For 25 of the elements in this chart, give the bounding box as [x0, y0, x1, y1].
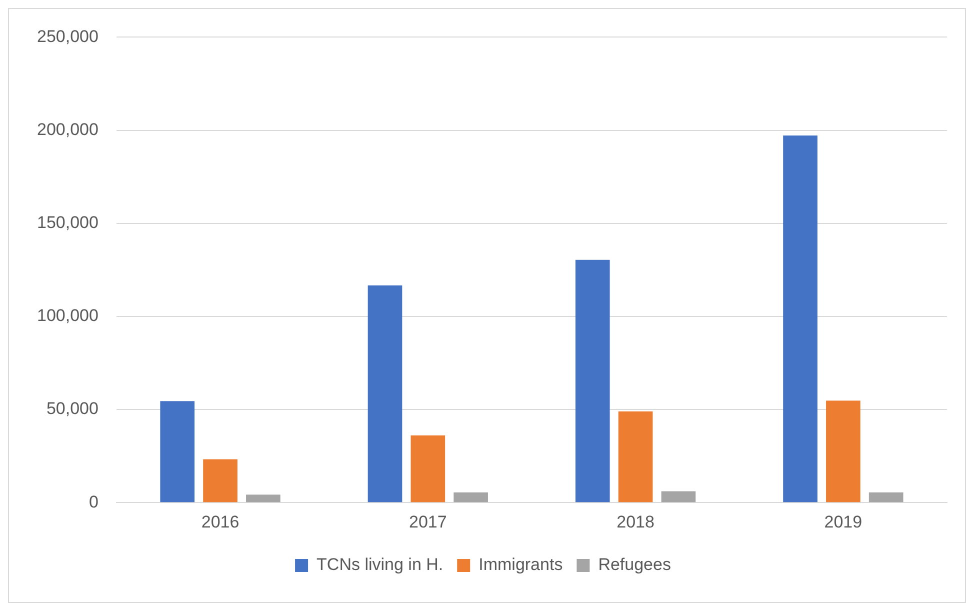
x-tick-label: 2016	[201, 512, 240, 532]
bar	[368, 285, 402, 502]
bar	[575, 260, 610, 502]
x-tick-label: 2017	[408, 512, 447, 532]
bar	[160, 401, 195, 502]
bar	[618, 411, 653, 502]
bar	[661, 491, 696, 502]
y-tick-label: 250,000	[37, 26, 98, 46]
bar	[246, 494, 280, 502]
y-tick-label: 100,000	[37, 306, 98, 326]
bar	[826, 400, 860, 502]
bar	[868, 492, 904, 502]
y-tick-label: 0	[88, 492, 98, 512]
legend-label: Immigrants	[478, 555, 563, 574]
y-tick-label: 50,000	[46, 399, 98, 418]
bar	[454, 492, 488, 502]
x-tick-label: 2018	[616, 512, 654, 532]
y-tick-label: 200,000	[37, 120, 98, 139]
y-tick-label: 150,000	[37, 213, 98, 232]
bar	[783, 135, 818, 502]
legend-label: TCNs living in H.	[316, 555, 444, 574]
x-tick-label: 2019	[824, 512, 862, 532]
bar	[203, 459, 238, 502]
bar	[410, 435, 446, 502]
legend-label: Refugees	[598, 555, 671, 574]
